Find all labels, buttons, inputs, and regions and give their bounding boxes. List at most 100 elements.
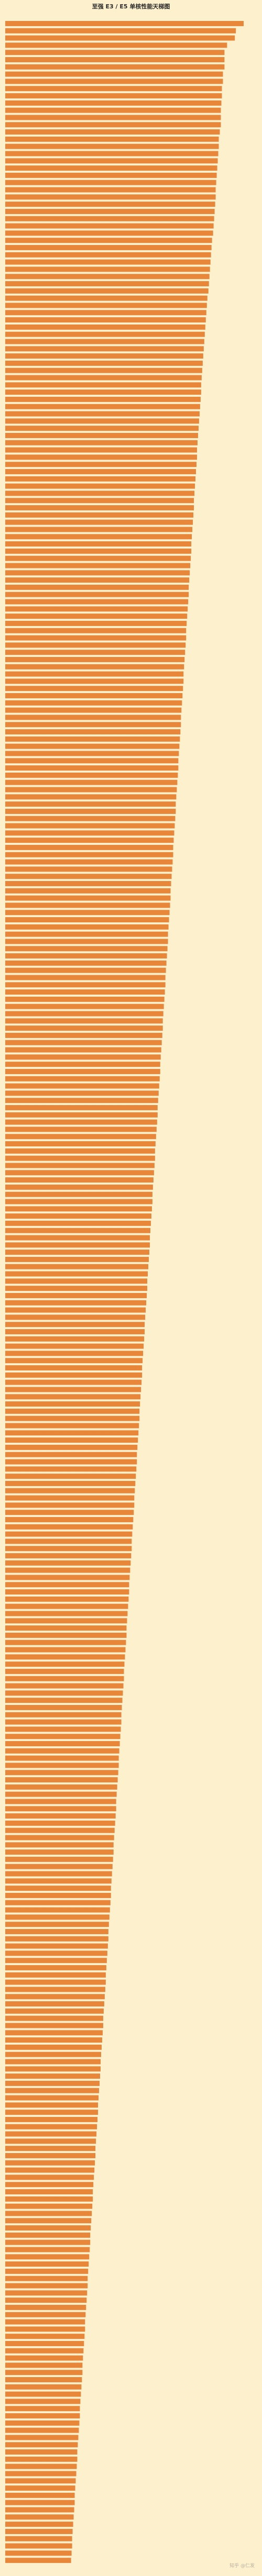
bar [5, 635, 187, 641]
bar [5, 86, 222, 92]
bar [5, 1300, 147, 1306]
bar [5, 729, 181, 735]
bar [5, 2406, 80, 2412]
bar [5, 1184, 153, 1190]
bar [5, 1256, 149, 1262]
bar [5, 2377, 82, 2382]
bar [5, 1611, 128, 1616]
bar [5, 375, 202, 381]
bar [5, 2442, 78, 2448]
bar [5, 1864, 113, 1869]
bar [5, 1950, 107, 1956]
bar [5, 454, 197, 460]
bar [5, 1929, 108, 1934]
bar [5, 722, 181, 728]
bar [5, 208, 215, 214]
bar [5, 1054, 161, 1060]
bar [5, 512, 194, 518]
bar [5, 2268, 89, 2274]
bar [5, 1958, 107, 1964]
bar [5, 628, 187, 633]
bar [5, 808, 176, 814]
bar [5, 982, 166, 988]
bar [5, 1770, 118, 1776]
bar [5, 1293, 147, 1298]
bar [5, 2435, 79, 2440]
bar [5, 1835, 114, 1841]
bar [5, 2334, 85, 2339]
bar [5, 1907, 110, 1913]
bar [5, 2037, 102, 2043]
bar [5, 931, 168, 937]
bar [5, 2167, 95, 2173]
bar [5, 2146, 96, 2151]
bar [5, 1582, 129, 1588]
bar [5, 2507, 74, 2513]
bar [5, 1799, 116, 1804]
bar [5, 657, 185, 662]
bar [5, 2427, 79, 2433]
bar [5, 2059, 101, 2065]
bar [5, 2015, 103, 2021]
bar [5, 534, 192, 540]
bar [5, 1423, 139, 1429]
bar [5, 1777, 118, 1782]
bar [5, 1191, 152, 1197]
bar [5, 1387, 141, 1392]
bar [5, 2492, 75, 2498]
bar [5, 1734, 121, 1739]
bar [5, 614, 188, 619]
bar [5, 1098, 158, 1103]
bar [5, 469, 196, 474]
bar [5, 1502, 135, 1508]
bar [5, 642, 186, 648]
bar [5, 2370, 83, 2376]
bar [5, 953, 167, 959]
bar [5, 1213, 151, 1219]
bar [5, 816, 176, 821]
bar [5, 1987, 105, 1992]
bar [5, 2463, 77, 2469]
bar [5, 2124, 97, 2129]
bar [5, 1603, 128, 1609]
bar [5, 490, 195, 496]
bar [5, 245, 212, 250]
bar [5, 411, 200, 417]
bar [5, 1011, 163, 1017]
bar [5, 1025, 163, 1031]
bar [5, 1567, 130, 1573]
bar [5, 765, 179, 771]
bar [5, 1083, 159, 1089]
bar [5, 266, 210, 272]
bar [5, 2073, 101, 2079]
bar [5, 2102, 99, 2108]
bar [5, 1741, 120, 1746]
bar [5, 946, 168, 952]
bar [5, 866, 172, 872]
bar [5, 664, 184, 670]
bar [5, 2528, 73, 2534]
bar [5, 1394, 141, 1400]
bar [5, 2095, 99, 2101]
bar [5, 202, 215, 207]
bar [5, 1878, 112, 1884]
bar [5, 1755, 119, 1761]
bar [5, 1488, 135, 1493]
bar [5, 2211, 92, 2216]
bar [5, 1596, 129, 1602]
bar [5, 671, 184, 677]
bar [5, 1105, 158, 1110]
bar [5, 852, 173, 857]
bar [5, 2261, 89, 2267]
bar [5, 1784, 117, 1790]
bar [5, 570, 190, 576]
bar [5, 2254, 90, 2260]
bar [5, 1719, 122, 1725]
bar [5, 2044, 102, 2050]
bar [5, 2283, 88, 2289]
bar [5, 1250, 149, 1255]
bar [5, 541, 192, 547]
bar [5, 779, 178, 785]
bar [5, 989, 165, 995]
bar [5, 1560, 131, 1566]
